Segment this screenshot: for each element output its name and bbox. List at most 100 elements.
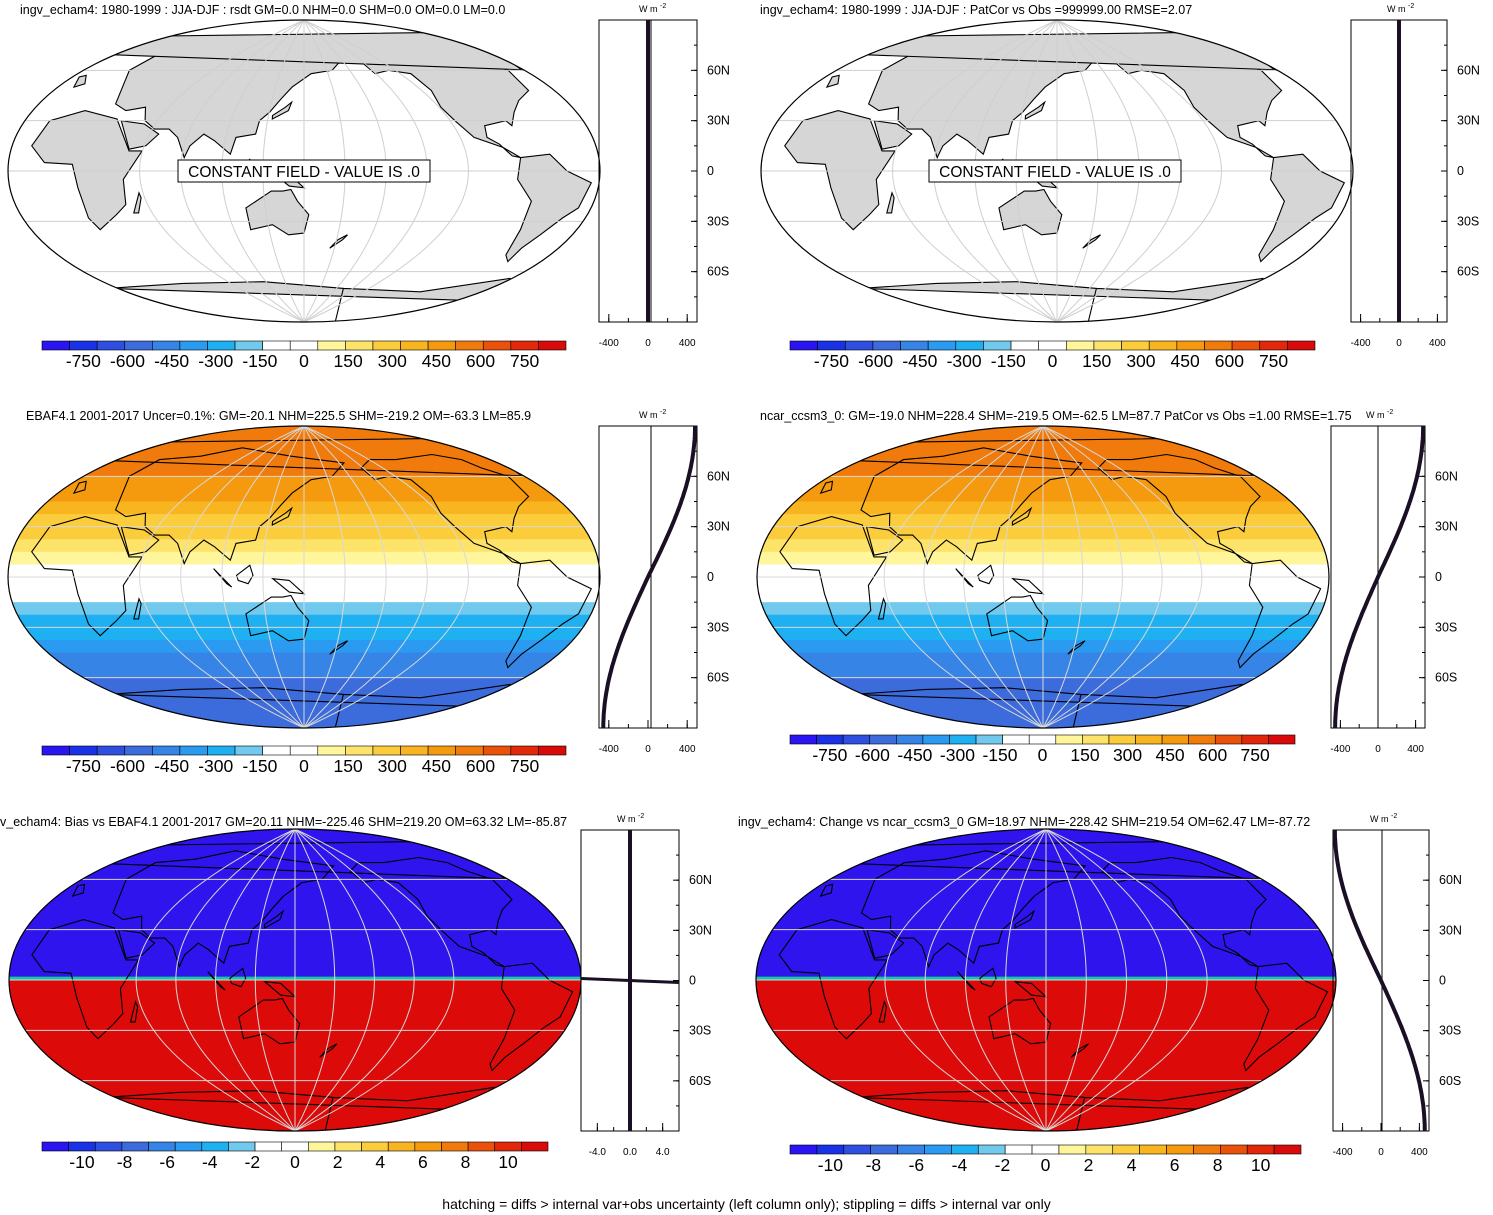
- land-borneo: [977, 564, 995, 585]
- panel-middle-left: EBAF4.1 2001-2017 Uncer=0.1%: GM=-20.1 N…: [7, 409, 730, 776]
- lat-tick-label: 0: [707, 164, 714, 178]
- x-tick-label: -400: [1333, 1147, 1353, 1158]
- colorbar-label: 2: [333, 1152, 343, 1172]
- land-japan: [263, 909, 285, 929]
- colorbar-swatch: [69, 340, 98, 351]
- land-australia: [245, 188, 310, 236]
- zonal-mean-line: [601, 426, 697, 728]
- map-area: [8, 426, 600, 728]
- colorbar-swatch: [924, 1144, 952, 1155]
- lat-tick-label: 60N: [707, 469, 730, 483]
- land-australia: [986, 594, 1049, 642]
- colorbar-swatch: [1085, 1144, 1114, 1155]
- land-uk: [825, 74, 840, 89]
- colorbar-swatch: [1268, 734, 1296, 745]
- colorbar-swatch: [1038, 340, 1067, 351]
- colorbar-swatch: [900, 340, 929, 351]
- x-tick-label: 4.0: [656, 1147, 670, 1158]
- colorbar-label: 750: [510, 756, 539, 776]
- colorbar-swatch: [124, 340, 153, 351]
- colorbar-swatch: [816, 1144, 845, 1155]
- panel-title: ingv_echam4: Change vs ncar_ccsm3_0 GM=1…: [738, 815, 1310, 829]
- colorbar-label: 0: [1041, 1155, 1051, 1175]
- graticule-lon: [254, 829, 296, 1131]
- colorbar-swatch: [843, 1144, 871, 1155]
- zonal-mean-panel: W m -2 60N 30N 0 30S 60S -4.0 0.0 4.0: [580, 813, 712, 1158]
- land-arabia: [865, 526, 904, 556]
- colorbar-label: -150: [991, 351, 1026, 371]
- colorbar-label: -300: [940, 745, 975, 765]
- land-borneo: [229, 967, 247, 988]
- colorbar-swatch: [334, 1141, 362, 1152]
- land-uk: [819, 883, 834, 898]
- colorbar-swatch: [148, 1141, 176, 1152]
- colorbar-swatch: [455, 745, 484, 756]
- constant-field-box: [177, 159, 431, 183]
- graticule-lon: [135, 829, 296, 1131]
- colorbar: -10 -8 -6 -4 -2 0 2 4 6 8 10: [789, 1144, 1302, 1175]
- graticule-lon: [294, 829, 375, 1131]
- lat-tick-label: 0: [1435, 570, 1442, 584]
- colorbar-label: -150: [242, 756, 277, 776]
- colorbar-label: 150: [1082, 351, 1111, 371]
- colorbar-label: 8: [1213, 1155, 1223, 1175]
- x-tick-label: 0: [1396, 338, 1402, 349]
- graticule-lon: [215, 829, 296, 1131]
- colorbar-label: -8: [117, 1152, 133, 1172]
- lat-tick-label: 60S: [707, 265, 729, 279]
- colorbar-swatch: [455, 340, 484, 351]
- lat-tick-label: 30N: [1439, 923, 1462, 937]
- lat-tick-label: 0: [1457, 164, 1464, 178]
- colorbar-swatch: [1193, 1144, 1221, 1155]
- colorbar-label: 4: [1127, 1155, 1137, 1175]
- colorbar-swatch: [234, 745, 263, 756]
- profile-unit-exp: -2: [1391, 813, 1397, 820]
- lat-tick-label: 30S: [1457, 214, 1479, 228]
- panel-title: ncar_ccsm3_0: GM=-19.0 NHM=228.4 SHM=-21…: [760, 409, 1352, 423]
- colorbar-label: -6: [159, 1152, 175, 1172]
- lat-tick-label: 60S: [1439, 1074, 1461, 1088]
- colorbar-swatch: [441, 1141, 469, 1152]
- x-tick-label: -400: [1351, 338, 1371, 349]
- graticule-lon: [1045, 829, 1208, 1131]
- colorbar-swatch: [977, 1144, 1006, 1155]
- lat-tick-label: 30N: [707, 520, 730, 534]
- colorbar-swatch: [179, 745, 208, 756]
- land-samerica: [1258, 153, 1346, 263]
- profile-unit-exp: -2: [660, 3, 666, 10]
- panel-bottom-right: ingv_echam4: Change vs ncar_ccsm3_0 GM=1…: [738, 813, 1462, 1175]
- constant-field-box: [928, 159, 1182, 183]
- zonal-mean-line: [1333, 426, 1426, 729]
- graticule-lon: [262, 426, 305, 728]
- colorbar-swatch: [1066, 340, 1095, 351]
- x-tick-label: 400: [679, 744, 696, 755]
- graticule-lon: [303, 426, 428, 728]
- land-africa: [784, 110, 897, 231]
- profile-unit: W m: [1366, 410, 1385, 420]
- lat-tick-label: 60S: [689, 1074, 711, 1088]
- colorbar-label: 600: [466, 351, 495, 371]
- land-australia: [988, 997, 1052, 1045]
- colorbar-swatch: [414, 1141, 442, 1152]
- land-sumatra: [213, 568, 233, 588]
- colorbar-swatch: [372, 340, 401, 351]
- colorbar-swatch: [207, 745, 236, 756]
- land-nz: [319, 1043, 338, 1058]
- land-samerica: [1237, 559, 1322, 669]
- land-madagascar: [129, 1000, 139, 1023]
- colorbar-label: 450: [422, 351, 451, 371]
- zonal-mean-panel: W m -2 60N 30N 0 30S 60S -400 0 400: [1332, 813, 1462, 1158]
- constant-field-label: CONSTANT FIELD - VALUE IS .0: [188, 164, 420, 181]
- colorbar-swatch: [179, 340, 208, 351]
- colorbar-swatch: [427, 745, 456, 756]
- colorbar-swatch: [482, 745, 512, 756]
- x-tick-label: 400: [679, 338, 696, 349]
- graticule-lon: [139, 20, 305, 322]
- profile-unit: W m: [1387, 4, 1406, 14]
- colorbar-swatch: [897, 1144, 925, 1155]
- x-tick-label: 0: [645, 744, 651, 755]
- x-tick-label: 0.0: [623, 1147, 637, 1158]
- land-japan: [271, 100, 293, 120]
- colorbar-swatch: [510, 340, 539, 351]
- lat-tick-label: 60N: [689, 873, 712, 887]
